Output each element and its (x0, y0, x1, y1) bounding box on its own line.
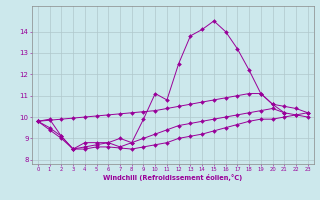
X-axis label: Windchill (Refroidissement éolien,°C): Windchill (Refroidissement éolien,°C) (103, 174, 243, 181)
